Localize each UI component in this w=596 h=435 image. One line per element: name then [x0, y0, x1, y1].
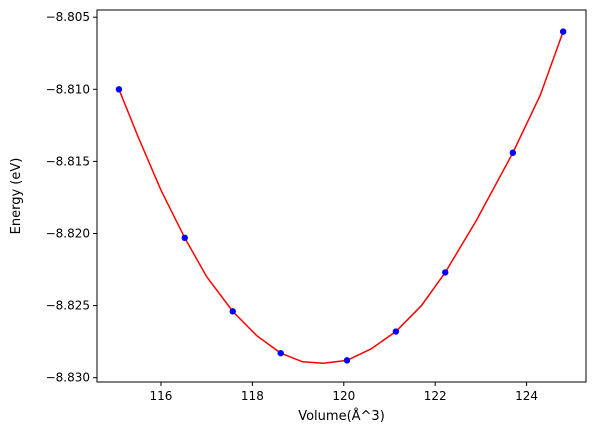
x-tick-label: 122	[424, 389, 447, 403]
y-axis: −8.830 −8.825 −8.820 −8.815 −8.810 −8.805	[46, 10, 97, 385]
data-point	[442, 269, 449, 276]
data-point	[559, 28, 567, 35]
data-point	[181, 234, 188, 242]
x-tick-label: 120	[332, 389, 355, 403]
data-point	[509, 149, 517, 156]
x-tick-label: 124	[515, 389, 538, 403]
x-axis: 116 118 120 122 124	[150, 382, 538, 403]
data-point	[229, 308, 236, 315]
y-tick-label: −8.820	[46, 226, 90, 240]
y-tick-label: −8.805	[46, 10, 90, 24]
data-point	[277, 349, 284, 357]
y-tick-label: −8.825	[46, 299, 90, 313]
x-tick-label: 116	[150, 389, 173, 403]
x-tick-label: 118	[241, 389, 264, 403]
plot-area	[115, 28, 567, 365]
y-axis-label: Energy (eV)	[9, 158, 24, 235]
data-point	[343, 357, 351, 364]
x-axis-label: Volume(Å^3)	[298, 408, 385, 424]
data-point	[392, 328, 400, 335]
y-tick-label: −8.815	[46, 154, 90, 168]
data-point	[115, 86, 123, 93]
fit-curve	[118, 31, 564, 365]
plot-frame	[96, 9, 587, 383]
y-tick-label: −8.830	[46, 371, 90, 385]
y-tick-label: −8.810	[46, 82, 90, 96]
